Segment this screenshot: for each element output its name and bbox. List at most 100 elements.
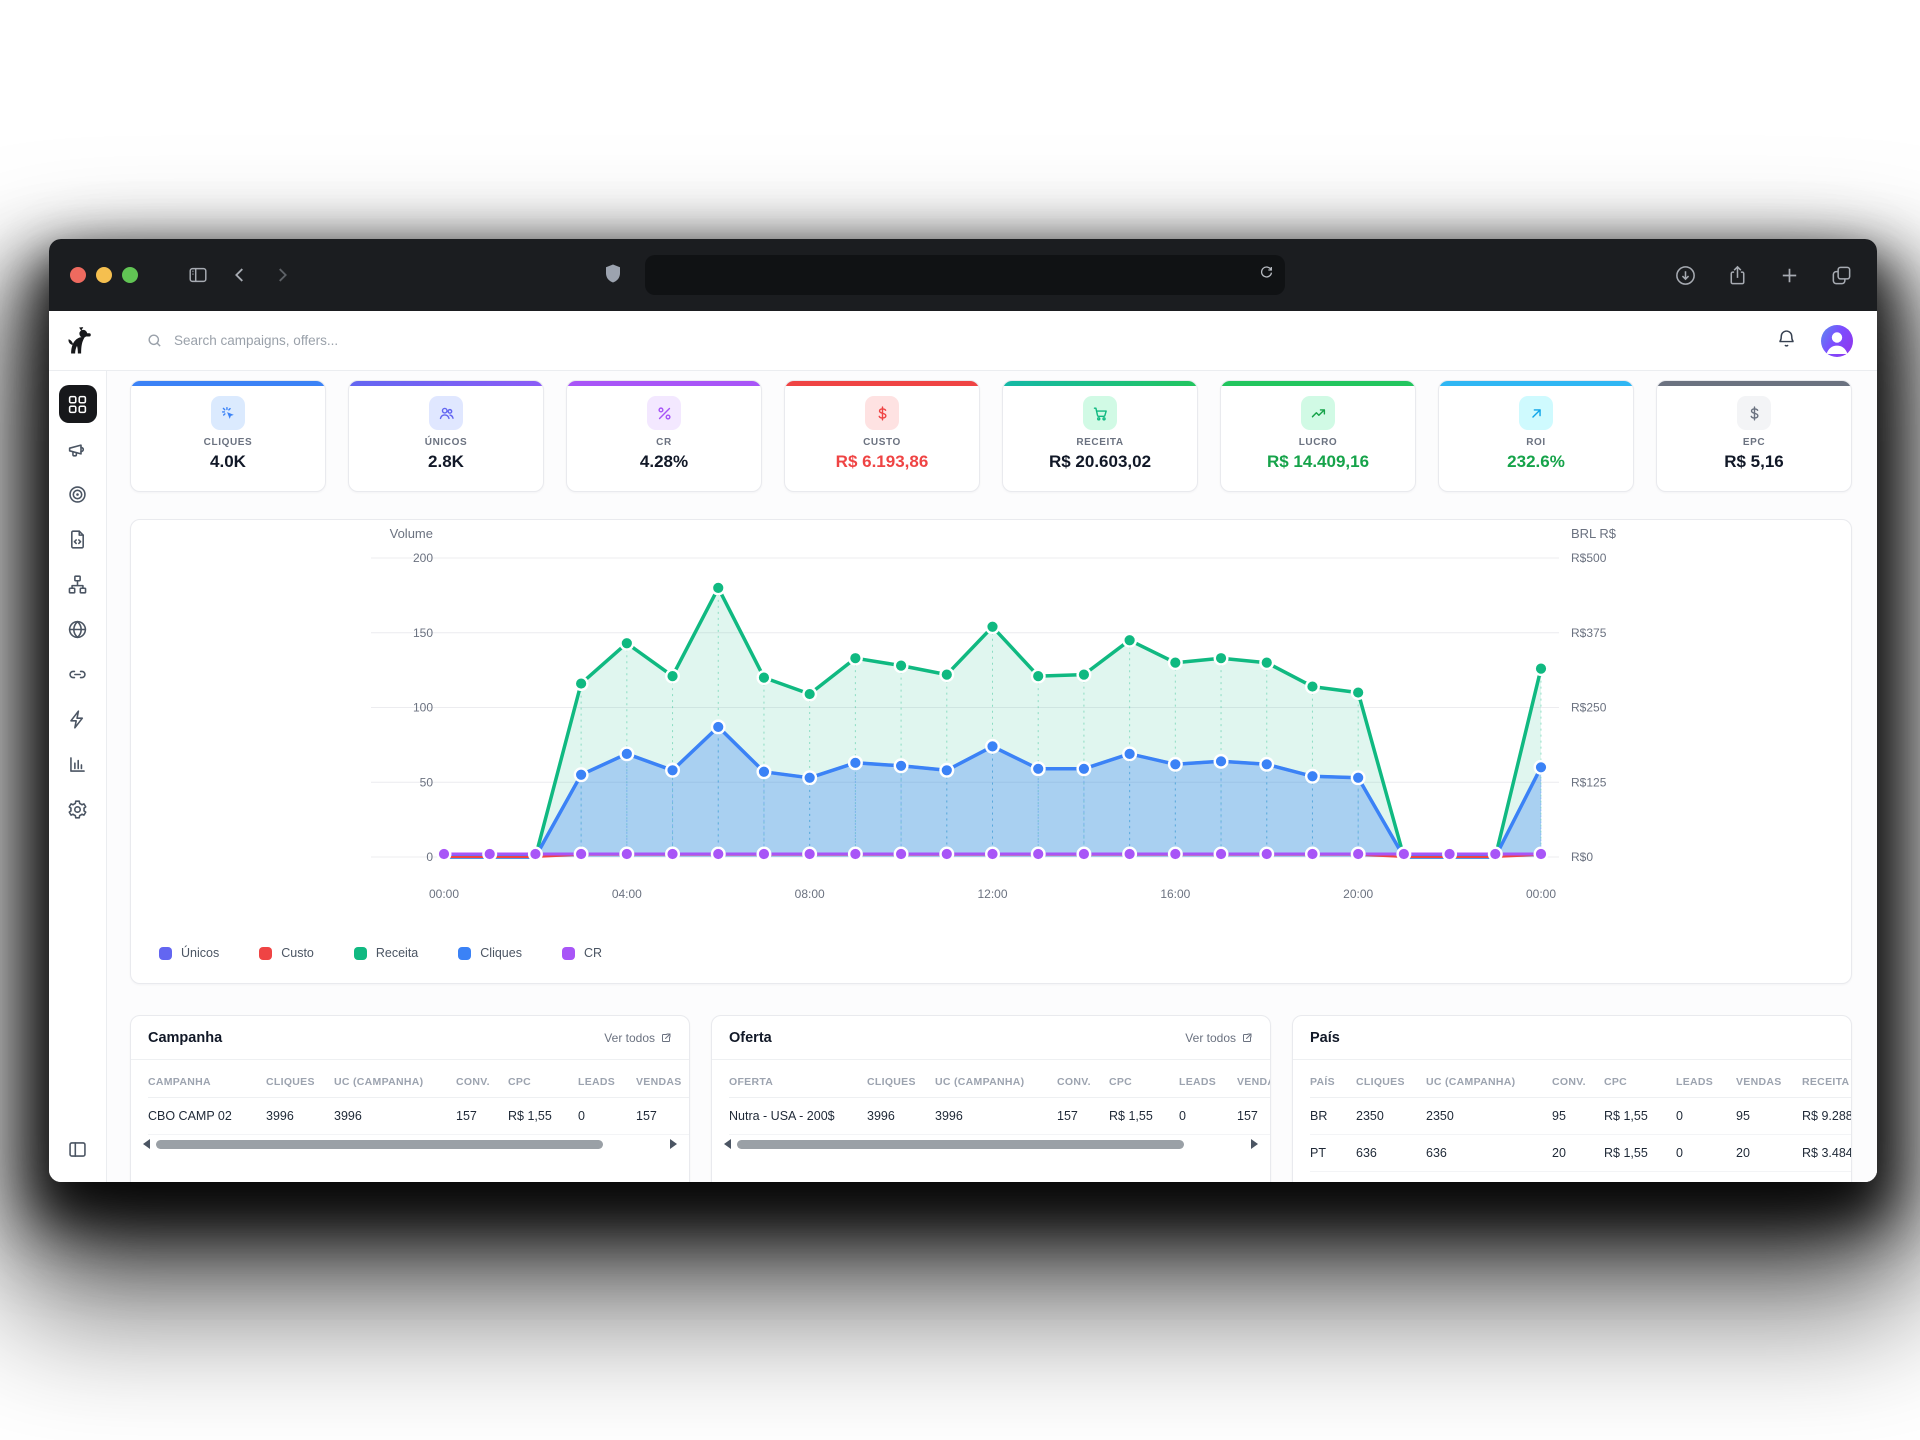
- kpi-card-únicos[interactable]: ÚNICOS 2.8K: [348, 380, 544, 492]
- legend-item-custo[interactable]: Custo: [259, 946, 314, 960]
- data-point-cliques[interactable]: [1030, 761, 1046, 777]
- avatar[interactable]: [1821, 324, 1853, 357]
- column-header[interactable]: CPC: [1604, 1066, 1676, 1098]
- sidebar-collapse-button[interactable]: [59, 1130, 97, 1168]
- kpi-card-epc[interactable]: EPC R$ 5,16: [1656, 380, 1852, 492]
- back-icon[interactable]: [229, 264, 251, 286]
- data-point-cr[interactable]: [1076, 846, 1092, 862]
- data-point-cr[interactable]: [1167, 846, 1183, 862]
- minimize-button[interactable]: [96, 267, 112, 283]
- scroll-right-arrow[interactable]: [1251, 1139, 1258, 1149]
- data-point-cr[interactable]: [1533, 846, 1549, 862]
- legend-item-cr[interactable]: CR: [561, 946, 602, 960]
- data-point-cliques[interactable]: [710, 719, 726, 735]
- data-point-receita[interactable]: [1076, 667, 1092, 683]
- search-input[interactable]: [174, 333, 594, 348]
- column-header[interactable]: LEADS: [1676, 1066, 1736, 1098]
- data-point-cr[interactable]: [893, 846, 909, 862]
- data-point-cr[interactable]: [665, 846, 681, 862]
- scroll-thumb[interactable]: [737, 1139, 1185, 1149]
- column-header[interactable]: UC (CAMPANHA): [935, 1066, 1057, 1098]
- tab-overview-icon[interactable]: [1830, 264, 1853, 287]
- column-header[interactable]: VENDAS: [1736, 1066, 1802, 1098]
- column-header[interactable]: CAMPANHA: [148, 1066, 266, 1098]
- bell-icon[interactable]: [1776, 328, 1797, 354]
- data-point-cliques[interactable]: [1076, 761, 1092, 777]
- data-point-cliques[interactable]: [573, 767, 589, 783]
- address-bar[interactable]: [645, 255, 1285, 295]
- data-point-receita[interactable]: [665, 668, 681, 684]
- data-point-cliques[interactable]: [1259, 756, 1275, 772]
- data-point-cliques[interactable]: [1122, 746, 1138, 762]
- zoom-button[interactable]: [122, 267, 138, 283]
- column-header[interactable]: UC (CAMPANHA): [1426, 1066, 1552, 1098]
- data-point-cr[interactable]: [802, 846, 818, 862]
- data-point-receita[interactable]: [1350, 685, 1366, 701]
- data-point-cr[interactable]: [1442, 846, 1458, 862]
- data-point-receita[interactable]: [619, 635, 635, 651]
- data-point-cr[interactable]: [985, 846, 1001, 862]
- data-point-receita[interactable]: [893, 658, 909, 674]
- data-point-cliques[interactable]: [1213, 753, 1229, 769]
- kpi-card-custo[interactable]: CUSTO R$ 6.193,86: [784, 380, 980, 492]
- data-point-cr[interactable]: [1350, 846, 1366, 862]
- data-point-receita[interactable]: [1122, 632, 1138, 648]
- column-header[interactable]: VENDAS: [1237, 1066, 1270, 1098]
- data-point-cr[interactable]: [756, 846, 772, 862]
- data-point-receita[interactable]: [573, 676, 589, 692]
- column-header[interactable]: PAÍS: [1310, 1066, 1356, 1098]
- data-point-receita[interactable]: [847, 650, 863, 666]
- kpi-card-cliques[interactable]: CLIQUES 4.0K: [130, 380, 326, 492]
- sidebar-item-bar-chart[interactable]: [59, 745, 97, 783]
- data-point-receita[interactable]: [985, 619, 1001, 635]
- data-point-cr[interactable]: [1030, 846, 1046, 862]
- data-point-cr[interactable]: [1213, 846, 1229, 862]
- data-point-cr[interactable]: [847, 846, 863, 862]
- data-point-receita[interactable]: [802, 686, 818, 702]
- column-header[interactable]: OFERTA: [729, 1066, 867, 1098]
- column-header[interactable]: UC (CAMPANHA): [334, 1066, 456, 1098]
- data-point-receita[interactable]: [1304, 679, 1320, 695]
- data-point-cliques[interactable]: [619, 746, 635, 762]
- column-header[interactable]: VENDAS: [636, 1066, 689, 1098]
- data-point-cr[interactable]: [619, 846, 635, 862]
- ver-todos-link[interactable]: Ver todos: [1185, 1031, 1253, 1045]
- data-point-cliques[interactable]: [665, 762, 681, 778]
- data-point-cr[interactable]: [1259, 846, 1275, 862]
- data-point-receita[interactable]: [1533, 661, 1549, 677]
- column-header[interactable]: CONV.: [1552, 1066, 1604, 1098]
- data-point-cliques[interactable]: [847, 755, 863, 771]
- scroll-left-arrow[interactable]: [724, 1139, 731, 1149]
- sidebar-toggle-icon[interactable]: [187, 264, 209, 286]
- data-point-receita[interactable]: [939, 667, 955, 683]
- close-button[interactable]: [70, 267, 86, 283]
- table-row[interactable]: Nutra - USA - 200$ 3996 3996 157 R$ 1,55 0 157: [729, 1097, 1270, 1135]
- dog-logo-icon[interactable]: [49, 326, 107, 356]
- sidebar-item-file-code[interactable]: [59, 520, 97, 558]
- data-point-cliques[interactable]: [802, 770, 818, 786]
- data-point-cliques[interactable]: [756, 764, 772, 780]
- data-point-cliques[interactable]: [1304, 768, 1320, 784]
- column-header[interactable]: CLIQUES: [266, 1066, 334, 1098]
- data-point-cliques[interactable]: [939, 762, 955, 778]
- data-point-cr[interactable]: [573, 846, 589, 862]
- sidebar-item-zap[interactable]: [59, 700, 97, 738]
- forward-icon[interactable]: [271, 264, 293, 286]
- scroll-left-arrow[interactable]: [143, 1139, 150, 1149]
- kpi-card-cr[interactable]: CR 4.28%: [566, 380, 762, 492]
- legend-item-receita[interactable]: Receita: [353, 946, 418, 960]
- data-point-cliques[interactable]: [1167, 756, 1183, 772]
- sidebar-item-sitemap[interactable]: [59, 565, 97, 603]
- sidebar-item-grid[interactable]: [58, 385, 97, 423]
- scroll-thumb[interactable]: [156, 1139, 604, 1149]
- scroll-track[interactable]: [156, 1139, 664, 1149]
- data-point-cr[interactable]: [1304, 846, 1320, 862]
- data-point-cr[interactable]: [1487, 846, 1503, 862]
- data-point-receita[interactable]: [1167, 655, 1183, 671]
- new-tab-icon[interactable]: [1778, 264, 1801, 287]
- column-header[interactable]: CLIQUES: [867, 1066, 935, 1098]
- reload-icon[interactable]: [1258, 264, 1275, 286]
- data-point-cr[interactable]: [482, 846, 498, 862]
- kpi-card-lucro[interactable]: LUCRO R$ 14.409,16: [1220, 380, 1416, 492]
